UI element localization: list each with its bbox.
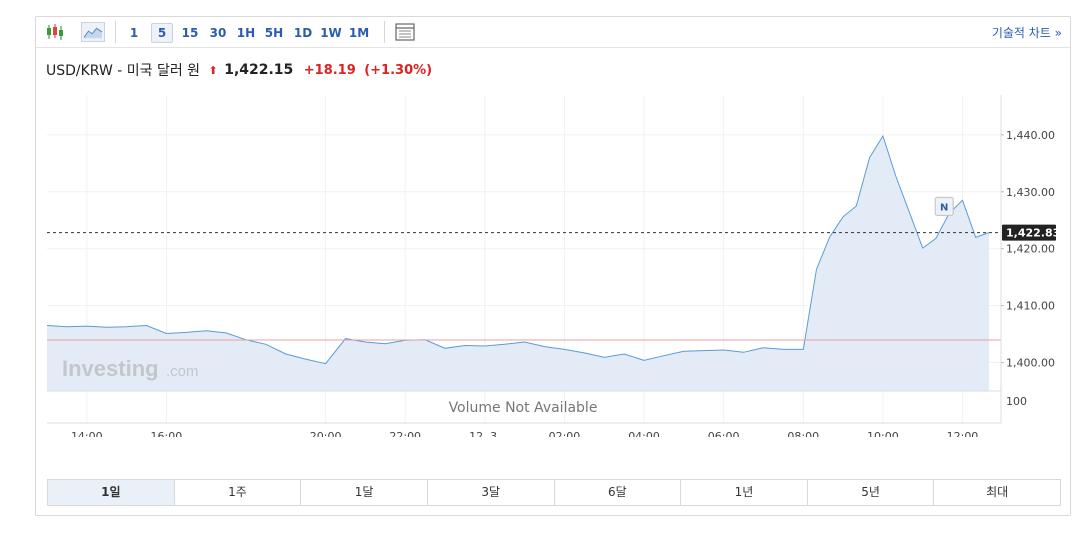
y-tick-label: 1,400.00 (1006, 357, 1055, 370)
price-up-arrow-icon: ⬆ (208, 63, 218, 77)
toolbar-separator (384, 21, 385, 43)
x-tick-label: 02:00 (549, 430, 581, 437)
volume-axis-label: 100 (1006, 395, 1027, 408)
range-tab-0[interactable]: 1일 (48, 480, 175, 505)
chart-widget: 1 5 15 30 1H 5H 1D 1W 1M 기술적 차트 » USD/KRW - 미국 달… (35, 16, 1071, 516)
price-change: +18.19 (303, 62, 356, 78)
instrument-name: USD/KRW - 미국 달러 원 (46, 63, 201, 79)
y-tick-label: 1,420.00 (1006, 243, 1055, 256)
timeframe-1w[interactable]: 1W (320, 26, 342, 40)
x-tick-label: 10:00 (867, 430, 899, 437)
x-tick-label: 12. 3. (469, 430, 501, 437)
range-tab-7[interactable]: 최대 (986, 485, 1009, 499)
timeframe-15[interactable]: 15 (181, 26, 199, 40)
timeframe-1d[interactable]: 1D (293, 26, 313, 40)
chart-toolbar: 1 5 15 30 1H 5H 1D 1W 1M 기술적 차트 » (36, 17, 1070, 48)
price-line (46, 134, 990, 365)
range-tabs: 1일 1주 1달 3달 6달 1년 5년 최대 (47, 479, 1061, 506)
technical-chart-link[interactable]: 기술적 차트 » (991, 26, 1062, 40)
timeframe-1m[interactable]: 1M (348, 26, 370, 40)
last-price: 1,422.15 (224, 62, 294, 78)
investing-watermark-logo: Investing (62, 356, 159, 381)
range-tab-1[interactable]: 1주 (175, 480, 302, 505)
x-tick-label: 14:00 (71, 430, 103, 437)
range-tab-5[interactable]: 1년 (681, 480, 808, 505)
x-tick-label: 06:00 (708, 430, 740, 437)
x-tick-label: 22:00 (389, 430, 421, 437)
x-tick-label: 04:00 (628, 430, 660, 437)
timeframe-5[interactable]: 5 (151, 23, 173, 43)
price-change-percent: (+1.30%) (364, 62, 433, 78)
news-marker-bg[interactable] (934, 196, 954, 216)
timeframe-5h[interactable]: 5H (264, 26, 284, 40)
investing-watermark-suffix: .com (166, 363, 199, 380)
x-tick-label: 08:00 (787, 430, 819, 437)
x-tick-label: 12:00 (947, 430, 979, 437)
current-price-label: 1,422.83 (1006, 227, 1060, 240)
news-marker[interactable]: N (940, 202, 948, 213)
timeframe-1[interactable]: 1 (129, 26, 139, 40)
y-tick-label: 1,410.00 (1006, 300, 1055, 313)
layout-icon[interactable] (394, 22, 416, 42)
x-tick-label: 20:00 (310, 430, 342, 437)
price-area-fill (47, 136, 989, 391)
area-chart-icon[interactable] (81, 22, 105, 42)
range-tab-3[interactable]: 3달 (428, 480, 555, 505)
x-tick-label: 16:00 (151, 430, 183, 437)
price-chart[interactable]: Investing .com 1,400.00 1,410.00 1,420.00 1,4… (36, 17, 1070, 437)
timeframe-30[interactable]: 30 (209, 26, 227, 40)
instrument-header: USD/KRW - 미국 달러 원 ⬆ 1,422.15 +18.19 (+1.… (46, 60, 432, 80)
range-tab-2[interactable]: 1달 (301, 480, 428, 505)
range-tab-6[interactable]: 5년 (808, 480, 935, 505)
timeframe-1h[interactable]: 1H (236, 26, 256, 40)
y-tick-label: 1,440.00 (1006, 129, 1055, 142)
candlestick-icon[interactable] (45, 22, 67, 42)
volume-not-available-text: Volume Not Available (449, 400, 598, 416)
y-tick-label: 1,430.00 (1006, 186, 1055, 199)
range-tab-4[interactable]: 6달 (555, 480, 682, 505)
current-price-label-bg (1002, 224, 1056, 241)
toolbar-separator (115, 21, 116, 43)
